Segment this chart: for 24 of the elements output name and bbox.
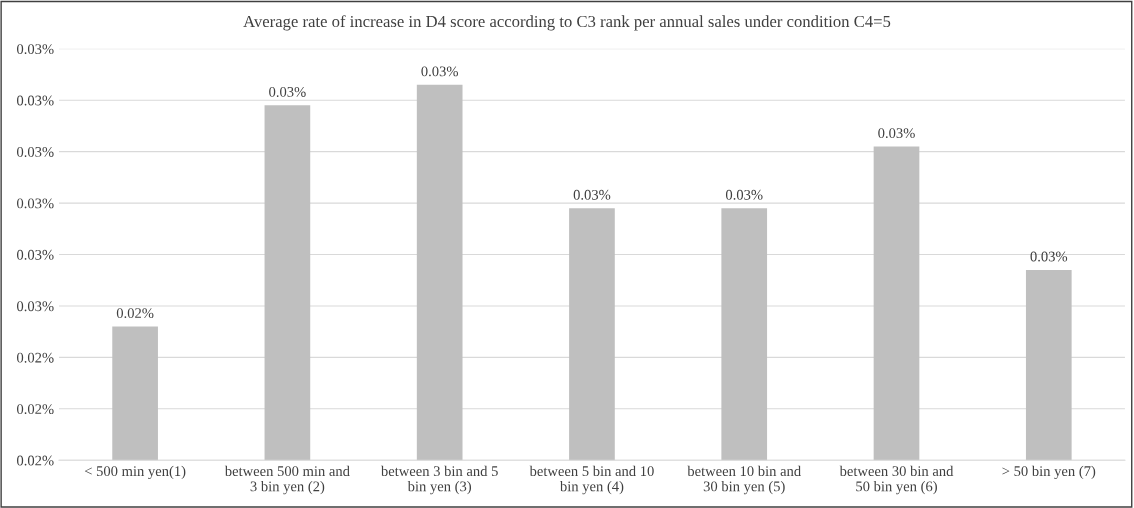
x-tick-label: < 500 min yen(1) <box>84 465 186 480</box>
y-tick-label: 0.03% <box>16 301 54 312</box>
data-label: 0.03% <box>573 189 611 200</box>
y-tick-label: 0.03% <box>16 95 54 106</box>
y-tick-label: 0.02% <box>16 455 54 466</box>
y-tick-label: 0.03% <box>16 198 54 209</box>
data-label: 0.02% <box>116 308 154 319</box>
chart-title: Average rate of increase in D4 score according to C3 rank per annual sales under condition C4=5 <box>243 15 891 31</box>
x-tick-label: between 30 bin and 50 bin yen (6) <box>839 465 954 495</box>
x-tick-label: between 500 min and 3 bin yen (2) <box>224 465 350 495</box>
data-label: 0.03% <box>725 189 763 200</box>
data-label: 0.03% <box>269 86 306 97</box>
data-label: 0.03% <box>421 66 459 77</box>
x-tick-label: between 3 bin and 5 bin yen (3) <box>380 465 498 495</box>
x-tick-label: between 5 bin and 10 bin yen (4) <box>529 465 654 495</box>
data-label: 0.03% <box>878 128 915 139</box>
y-tick-label: 0.03% <box>16 44 54 55</box>
y-tick-label: 0.02% <box>16 404 54 415</box>
y-tick-label: 0.02% <box>16 352 54 363</box>
x-tick-label: between 10 bin and 30 bin yen (5) <box>687 465 801 495</box>
data-label: 0.03% <box>1030 251 1068 262</box>
x-tick-label: > 50 bin yen (7) <box>1002 465 1096 480</box>
y-tick-label: 0.03% <box>16 147 54 157</box>
y-tick-label: 0.03% <box>16 249 54 260</box>
